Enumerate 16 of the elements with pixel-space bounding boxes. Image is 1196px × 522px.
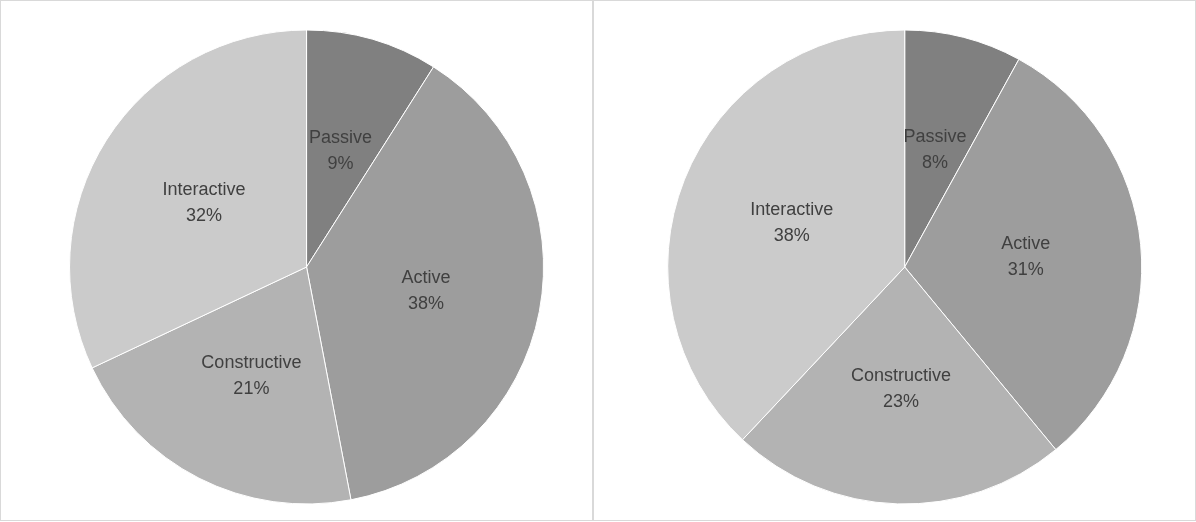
slice-label: Passive [903,126,967,147]
data-label: 23% [882,391,919,412]
slice-label: Passive [308,127,372,148]
data-label: 31% [1007,258,1044,279]
data-label: 9% [327,153,354,174]
slice-label: Active [401,266,451,287]
slice-label: Active [1001,232,1051,253]
data-label: 32% [185,204,222,225]
slice-label: Interactive [162,178,246,199]
slice-label: Constructive [201,352,302,373]
slice-label: Interactive [750,199,834,220]
slice-label: Constructive [850,365,951,386]
data-label: 21% [233,378,270,399]
data-label: 38% [407,292,444,313]
data-label: 8% [921,152,948,173]
data-label: 38% [773,225,810,246]
